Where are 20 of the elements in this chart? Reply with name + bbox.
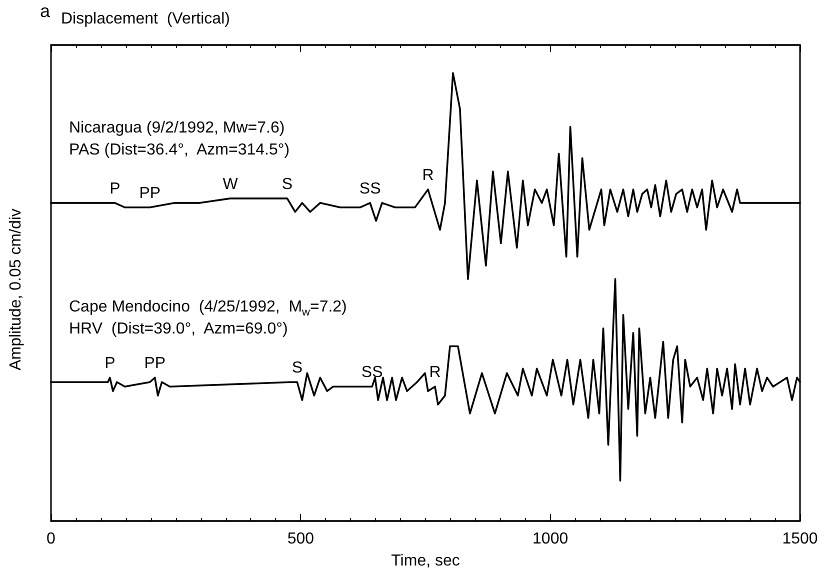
annotation: P — [110, 180, 120, 198]
text: a — [40, 1, 51, 21]
x-axis-title: Time, sec — [391, 552, 460, 570]
annotation: S — [282, 176, 293, 193]
x-tick-label: 1500 — [782, 530, 818, 548]
annotation: PP — [144, 355, 166, 372]
annotation: R — [422, 166, 434, 184]
annotation: W — [222, 176, 239, 193]
text: Nicaragua (9/2/1992, Mw=7.6) PAS (Dist=36.4°, Azm=314.5°) — [69, 119, 290, 158]
annotation: SS — [359, 180, 381, 198]
x-tick-label: 500 — [287, 530, 314, 548]
x-tick-label: 1000 — [532, 530, 568, 548]
annotation: P — [104, 355, 116, 372]
annotation: PP — [139, 184, 161, 202]
x-tick-label: 0 — [46, 530, 56, 548]
annotation: R — [429, 364, 441, 382]
annotation: SS — [361, 364, 383, 382]
y-axis-title: Amplitude, 0.05 cm/div — [8, 208, 24, 370]
chart-title: Displacement (Vertical) — [61, 10, 230, 28]
annotation: S — [292, 360, 303, 377]
